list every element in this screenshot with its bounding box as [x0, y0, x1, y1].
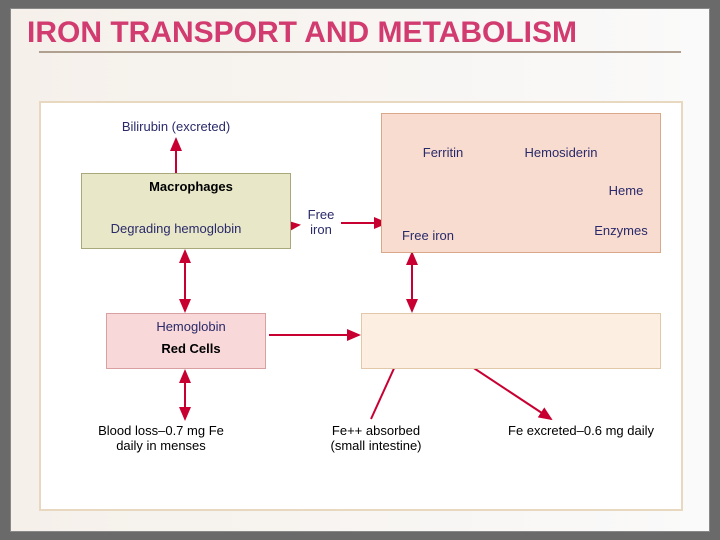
title-underline	[39, 51, 681, 53]
slide-title: IRON TRANSPORT AND METABOLISM	[11, 9, 709, 49]
node-degrading: Degrading hemoglobin	[91, 221, 261, 239]
node-free_iron_r: Free iron	[393, 228, 463, 246]
node-macro_hdr: Macrophages	[136, 179, 246, 197]
node-plasma_box	[361, 313, 661, 369]
node-excreted: Fe excreted–0.6 mg daily	[481, 423, 681, 441]
slide: IRON TRANSPORT AND METABOLISM Bilirubin …	[10, 8, 710, 532]
node-ferritin: Ferritin	[413, 145, 473, 163]
node-redcells: Red Cells	[146, 341, 236, 359]
node-heme: Heme	[601, 183, 651, 201]
node-hemosiderin: Hemosiderin	[511, 145, 611, 163]
node-free_iron_l: Free iron	[301, 207, 341, 241]
node-enzymes: Enzymes	[586, 223, 656, 241]
node-absorbed: Fe++ absorbed (small intestine)	[301, 423, 451, 457]
node-bloodloss: Blood loss–0.7 mg Fe daily in menses	[71, 423, 251, 457]
node-bilirubin: Bilirubin (excreted)	[106, 119, 246, 137]
diagram-area: Bilirubin (excreted)TissuesMacrophagesDe…	[39, 101, 683, 511]
node-hemoglobin: Hemoglobin	[141, 319, 241, 337]
